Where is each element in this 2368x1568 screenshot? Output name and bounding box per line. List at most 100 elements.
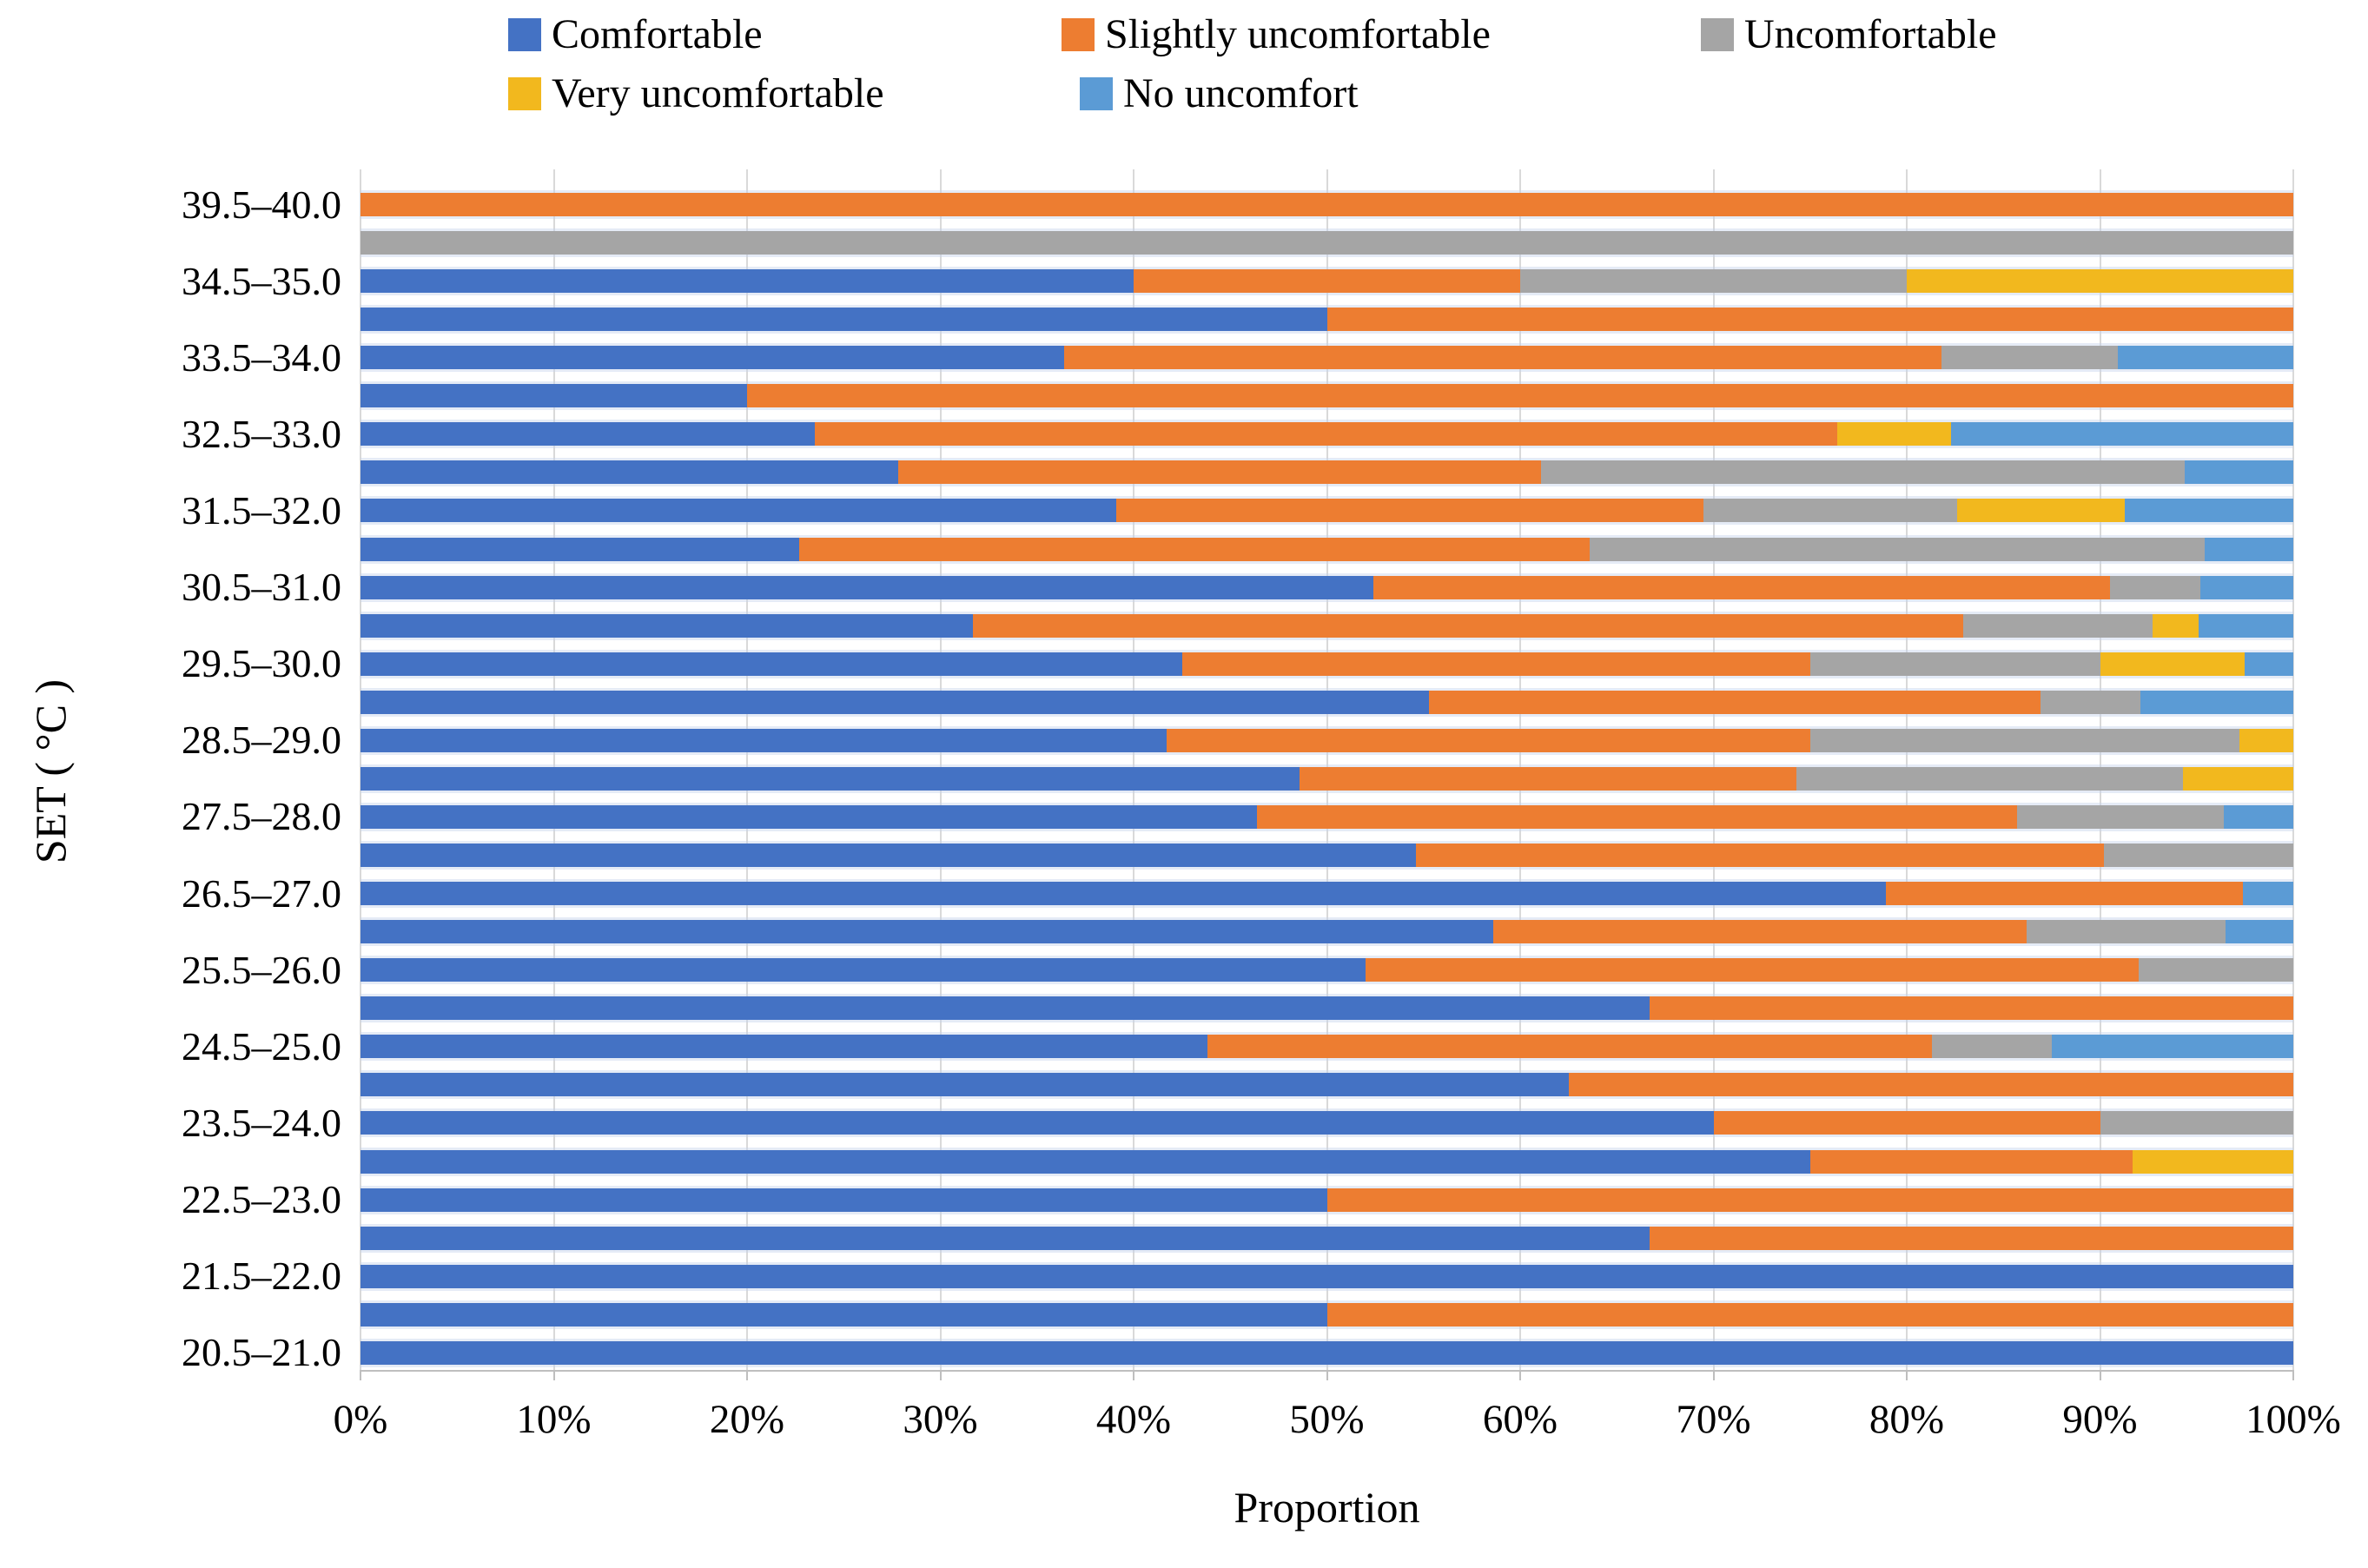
bar-segment-slightly-uncomfortable [1300, 766, 1797, 791]
bar-segment-comfortable [360, 844, 1416, 868]
comfortable-swatch-icon [508, 18, 541, 51]
bar-segment-slightly-uncomfortable [799, 537, 1591, 561]
bar-segment-comfortable [360, 575, 1373, 599]
slightly-uncomfortable-swatch-icon [1062, 18, 1095, 51]
bar-segment-very-uncomfortable [2239, 728, 2293, 752]
y-tick-label-29-5-30-0: 29.5–30.0 [182, 641, 341, 686]
bar-row-unlabeled-9 [360, 537, 2293, 561]
bar-row-unlabeled-7 [360, 460, 2293, 485]
bar-row-unlabeled-27 [360, 1226, 2293, 1250]
x-tick-label-40%: 40% [1095, 1397, 1172, 1442]
bar-segment-very-uncomfortable [1907, 269, 2293, 294]
bar-segment-very-uncomfortable [2100, 652, 2246, 676]
bar-segment-comfortable [360, 728, 1167, 752]
x-tick-mark [552, 1370, 555, 1380]
x-tick-label-50%: 50% [1289, 1397, 1365, 1442]
y-tick-label-34-5-35-0: 34.5–35.0 [182, 258, 341, 303]
x-tick-mark [746, 1370, 748, 1380]
bar-segment-slightly-uncomfortable [1326, 308, 2293, 332]
y-tick-label-20-5-21-0: 20.5–21.0 [182, 1330, 341, 1375]
x-axis-title: Proportion [1234, 1483, 1420, 1532]
legend-item-no-uncomfort: No uncomfort [1080, 68, 1359, 120]
x-tick-label-20%: 20% [709, 1397, 785, 1442]
y-tick-label-30-5-31-0: 30.5–31.0 [182, 565, 341, 610]
bar-segment-no-uncomfort [2198, 613, 2293, 638]
bar-segment-comfortable [360, 1264, 2293, 1288]
legend-label: Comfortable [552, 11, 763, 57]
x-tick-label-10%: 10% [516, 1397, 592, 1442]
bar-segment-slightly-uncomfortable [1650, 1226, 2293, 1250]
y-tick-label-21-5-22-0: 21.5–22.0 [182, 1254, 341, 1299]
bar-segment-comfortable [360, 1302, 1327, 1327]
bar-segment-slightly-uncomfortable [1115, 499, 1704, 523]
y-tick-label-31-5-32-0: 31.5–32.0 [182, 487, 341, 533]
bar-row-unlabeled-29 [360, 1302, 2293, 1327]
legend-item-comfortable: Comfortable [508, 9, 763, 61]
bar-segment-no-uncomfort [2051, 1035, 2293, 1059]
x-tick-mark [2292, 1370, 2294, 1380]
x-tick-mark [1133, 1370, 1134, 1380]
bar-row-33-5-34-0 [360, 346, 2293, 370]
bar-segment-no-uncomfort [2185, 460, 2293, 485]
legend-item-very-uncomfortable: Very uncomfortable [508, 68, 884, 120]
legend-label: Uncomfortable [1744, 11, 1997, 57]
bar-segment-uncomfortable [2040, 690, 2141, 714]
bar-segment-uncomfortable [1809, 652, 2100, 676]
bar-row-unlabeled-5 [360, 384, 2293, 408]
bar-segment-comfortable [360, 384, 747, 408]
bar-segment-uncomfortable [2103, 844, 2293, 868]
bar-segment-no-uncomfort [2245, 652, 2293, 676]
bar-row-26-5-27-0 [360, 882, 2293, 906]
legend-item-slightly-uncomfortable: Slightly uncomfortable [1062, 9, 1491, 61]
bar-segment-no-uncomfort [2125, 499, 2293, 523]
bar-segment-slightly-uncomfortable [973, 613, 1963, 638]
bar-segment-comfortable [360, 766, 1300, 791]
bar-segment-comfortable [360, 920, 1493, 944]
bar-row-24-5-25-0 [360, 1035, 2293, 1059]
x-tick-mark [2099, 1370, 2101, 1380]
bar-segment-slightly-uncomfortable [1429, 690, 2041, 714]
bar-segment-uncomfortable [1520, 269, 1907, 294]
bar-row-unlabeled-13 [360, 690, 2293, 714]
bar-segment-uncomfortable [1703, 499, 1957, 523]
legend-label: Slightly uncomfortable [1105, 11, 1491, 57]
bar-row-39-5-40-0 [360, 193, 2293, 216]
y-tick-label-39-5-40-0: 39.5–40.0 [182, 182, 341, 227]
bar-segment-uncomfortable [2100, 1111, 2293, 1135]
very-uncomfortable-swatch-icon [508, 77, 541, 110]
bar-segment-comfortable [360, 1073, 1569, 1097]
bar-segment-comfortable [360, 804, 1258, 829]
bar-row-unlabeled-21 [360, 996, 2293, 1021]
bar-row-20-5-21-0 [360, 1340, 2293, 1365]
bar-segment-very-uncomfortable [1836, 422, 1952, 447]
legend-item-uncomfortable: Uncomfortable [1701, 9, 1997, 61]
bar-segment-very-uncomfortable [2133, 1149, 2293, 1174]
bar-segment-comfortable [360, 652, 1182, 676]
y-tick-label-26-5-27-0: 26.5–27.0 [182, 870, 341, 916]
bar-segment-slightly-uncomfortable [1326, 1188, 2293, 1212]
bar-segment-slightly-uncomfortable [1366, 958, 2139, 982]
bar-segment-no-uncomfort [2223, 804, 2293, 829]
x-tick-label-70%: 70% [1676, 1397, 1751, 1442]
bar-segment-uncomfortable [2026, 920, 2226, 944]
bar-segment-uncomfortable [1809, 728, 2239, 752]
bar-segment-no-uncomfort [2140, 690, 2293, 714]
bar-row-29-5-30-0 [360, 652, 2293, 676]
bar-segment-comfortable [360, 1340, 2293, 1365]
bar-segment-uncomfortable [1796, 766, 2184, 791]
bar-segment-slightly-uncomfortable [1063, 346, 1942, 370]
bar-row-unlabeled-23 [360, 1073, 2293, 1097]
y-tick-label-32-5-33-0: 32.5–33.0 [182, 411, 341, 456]
bar-segment-comfortable [360, 958, 1366, 982]
bar-segment-slightly-uncomfortable [1650, 996, 2293, 1021]
bar-segment-very-uncomfortable [1956, 499, 2126, 523]
bar-segment-no-uncomfort [2226, 920, 2293, 944]
gridline-100% [2292, 169, 2294, 1370]
bar-segment-slightly-uncomfortable [1415, 844, 2104, 868]
bar-segment-no-uncomfort [2200, 575, 2293, 599]
bar-row-unlabeled-1 [360, 231, 2293, 255]
bar-segment-slightly-uncomfortable [1134, 269, 1520, 294]
bar-segment-uncomfortable [1962, 613, 2153, 638]
bar-row-unlabeled-19 [360, 920, 2293, 944]
bar-segment-comfortable [360, 1035, 1207, 1059]
